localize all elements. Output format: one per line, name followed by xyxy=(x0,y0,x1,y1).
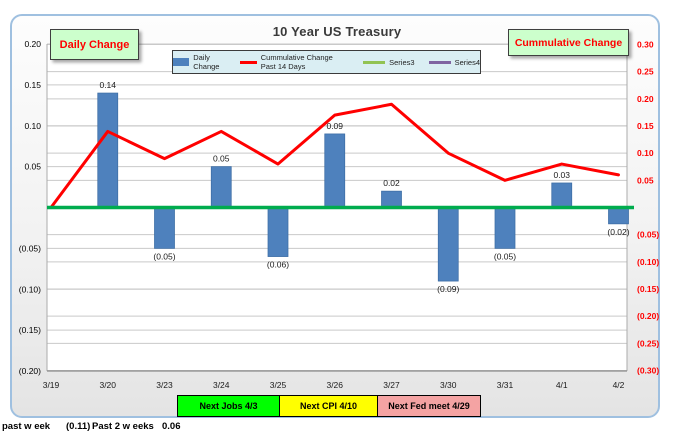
legend-item-series3: Series3 xyxy=(363,57,415,67)
event-label: Next Fed meet 4/29 xyxy=(388,401,470,411)
legend-item-cumulative-change: Cummulative Change Past 14 Days xyxy=(240,53,349,71)
x-axis-category-label: 3/27 xyxy=(383,380,400,390)
event-box-next-cpi: Next CPI 4/10 xyxy=(279,395,378,417)
left-axis-tick-label: (0.10) xyxy=(19,284,41,294)
right-axis-tick-label: 0.05 xyxy=(637,175,654,185)
daily-change-callout-label: Daily Change xyxy=(59,38,130,51)
right-axis-tick-label: 0.30 xyxy=(637,40,654,50)
bar-daily-change xyxy=(381,190,402,208)
bar-daily-change xyxy=(210,166,232,208)
bar-daily-change xyxy=(97,92,119,208)
x-axis-category-label: 3/25 xyxy=(270,380,287,390)
daily-change-callout: Daily Change xyxy=(50,29,139,60)
left-axis-tick-label: 0.15 xyxy=(24,80,41,90)
right-axis-tick-label: (0.05) xyxy=(637,230,659,240)
x-axis-category-label: 3/23 xyxy=(156,380,173,390)
x-axis-category-label: 3/20 xyxy=(99,380,116,390)
legend-line-swatch xyxy=(240,60,257,64)
legend-label: Daily Change xyxy=(193,53,220,71)
cumulative-change-line xyxy=(49,102,620,209)
bar-data-label: 0.02 xyxy=(383,178,400,188)
x-axis-category-label: 3/26 xyxy=(326,380,343,390)
bar-data-label: (0.02) xyxy=(607,227,629,237)
legend-label: Series4 xyxy=(454,57,480,67)
cumulative-change-callout: Cummulative Change xyxy=(508,29,629,56)
bar-daily-change xyxy=(551,182,573,208)
bar-daily-change xyxy=(608,207,629,225)
bar-data-label: 0.09 xyxy=(326,121,343,131)
event-label: Next CPI 4/10 xyxy=(299,401,358,411)
chart-title: 10 Year US Treasury xyxy=(272,24,402,39)
bar-daily-change xyxy=(154,207,175,249)
bar-data-label: 0.03 xyxy=(553,170,570,180)
right-axis-tick-label: (0.30) xyxy=(637,365,659,375)
bar-data-label: (0.09) xyxy=(437,284,459,294)
right-axis-tick-label: (0.15) xyxy=(637,284,659,294)
bar-daily-change xyxy=(494,207,516,249)
right-axis-tick-label: 0.20 xyxy=(637,94,654,104)
legend-label: Cummulative Change Past 14 Days xyxy=(260,53,333,71)
right-axis-tick-label: 0.15 xyxy=(637,121,654,131)
bar-daily-change xyxy=(267,207,289,257)
past-week-label: past w eek xyxy=(2,421,51,432)
bar-data-label: (0.06) xyxy=(267,260,289,270)
x-axis-category-label: 3/19 xyxy=(43,380,60,390)
legend-bar-swatch xyxy=(173,58,190,66)
event-box-next-jobs: Next Jobs 4/3 xyxy=(177,395,280,417)
left-axis-tick-label: (0.05) xyxy=(19,243,41,253)
x-axis-category-label: 3/24 xyxy=(213,380,230,390)
right-axis-tick-label: (0.20) xyxy=(637,311,659,321)
left-axis-tick-label: 0.05 xyxy=(24,162,41,172)
bar-data-label: 0.14 xyxy=(99,80,116,90)
cumulative-change-callout-label: Cummulative Change xyxy=(514,36,623,49)
right-axis-tick-label: 0.25 xyxy=(637,67,654,77)
event-label: Next Jobs 4/3 xyxy=(199,401,258,411)
legend-item-series4: Series4 xyxy=(428,57,480,67)
bar-data-label: (0.05) xyxy=(494,251,516,261)
legend-label: Series3 xyxy=(389,57,415,67)
legend-item-daily-change: Daily Change xyxy=(173,53,226,71)
x-axis-category-label: 3/31 xyxy=(497,380,514,390)
right-axis-tick-label: (0.10) xyxy=(637,257,659,267)
x-axis-category-label: 4/1 xyxy=(556,380,568,390)
bar-data-label: 0.05 xyxy=(213,154,230,164)
left-axis-tick-label: (0.15) xyxy=(19,325,41,335)
past-2-weeks-label: Past 2 w eeks xyxy=(92,421,154,432)
past-2-weeks-value: 0.06 xyxy=(162,421,181,432)
event-box-next-fed-meet: Next Fed meet 4/29 xyxy=(377,395,481,417)
x-axis-category-label: 4/2 xyxy=(613,380,625,390)
chart-legend: Daily Change Cummulative Change Past 14 … xyxy=(172,50,481,74)
x-axis-category-label: 3/30 xyxy=(440,380,457,390)
left-axis-tick-label: 0.10 xyxy=(24,121,41,131)
bar-data-label: (0.05) xyxy=(153,251,175,261)
bar-daily-change xyxy=(437,207,459,282)
left-axis-tick-label: (0.20) xyxy=(19,366,41,376)
past-week-value: (0.11) xyxy=(66,421,91,432)
legend-line-swatch xyxy=(363,60,386,64)
legend-line-swatch xyxy=(428,60,451,64)
right-axis-tick-label: 0.10 xyxy=(637,148,654,158)
right-axis-tick-label: (0.25) xyxy=(637,338,659,348)
left-axis-tick-label: 0.20 xyxy=(24,39,41,49)
bar-daily-change xyxy=(324,133,346,208)
